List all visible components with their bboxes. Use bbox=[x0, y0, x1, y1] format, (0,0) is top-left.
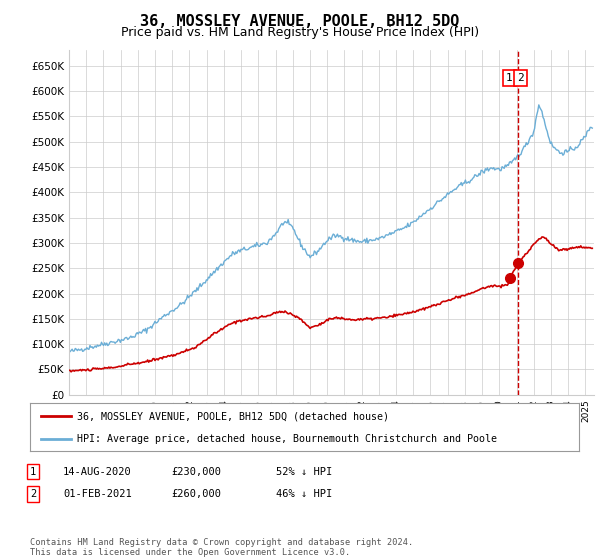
Text: 1: 1 bbox=[30, 466, 36, 477]
Text: 1: 1 bbox=[506, 73, 513, 83]
Text: Contains HM Land Registry data © Crown copyright and database right 2024.
This d: Contains HM Land Registry data © Crown c… bbox=[30, 538, 413, 557]
Text: £260,000: £260,000 bbox=[171, 489, 221, 499]
Text: 36, MOSSLEY AVENUE, POOLE, BH12 5DQ (detached house): 36, MOSSLEY AVENUE, POOLE, BH12 5DQ (det… bbox=[77, 411, 389, 421]
Text: £230,000: £230,000 bbox=[171, 466, 221, 477]
Text: 01-FEB-2021: 01-FEB-2021 bbox=[63, 489, 132, 499]
Text: 14-AUG-2020: 14-AUG-2020 bbox=[63, 466, 132, 477]
Text: 2: 2 bbox=[30, 489, 36, 499]
Text: Price paid vs. HM Land Registry's House Price Index (HPI): Price paid vs. HM Land Registry's House … bbox=[121, 26, 479, 39]
Text: 46% ↓ HPI: 46% ↓ HPI bbox=[276, 489, 332, 499]
Text: 52% ↓ HPI: 52% ↓ HPI bbox=[276, 466, 332, 477]
Text: 36, MOSSLEY AVENUE, POOLE, BH12 5DQ: 36, MOSSLEY AVENUE, POOLE, BH12 5DQ bbox=[140, 14, 460, 29]
Text: HPI: Average price, detached house, Bournemouth Christchurch and Poole: HPI: Average price, detached house, Bour… bbox=[77, 434, 497, 444]
Text: 2: 2 bbox=[517, 73, 524, 83]
